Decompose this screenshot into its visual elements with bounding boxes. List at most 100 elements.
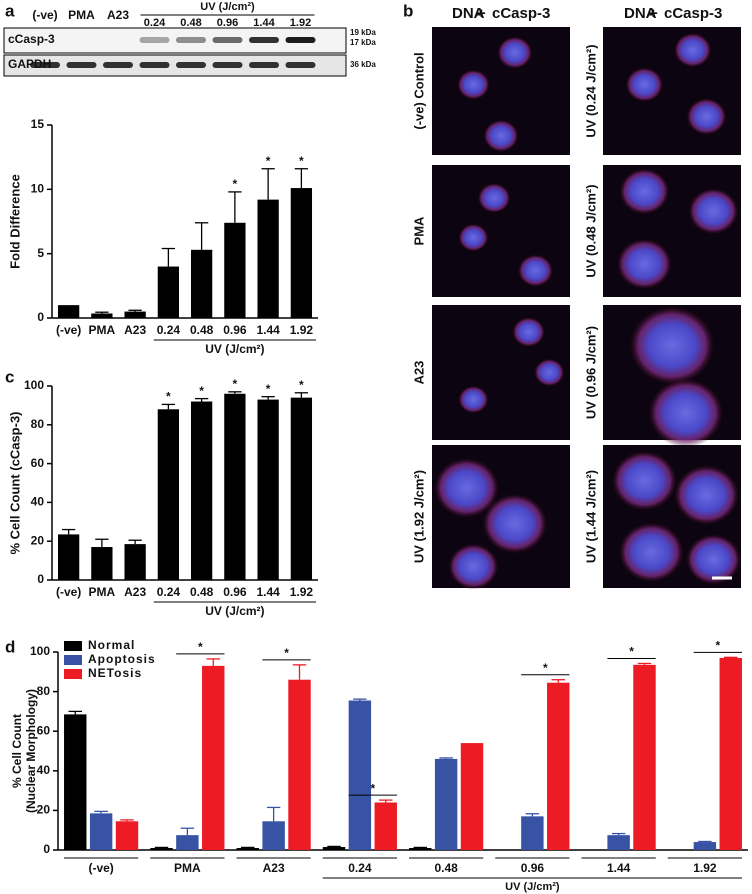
x-tick-label: 0.96 [223,323,247,337]
bar [460,743,484,850]
lane-label: 1.92 [290,17,311,29]
legend-swatch [64,655,82,665]
x-tick-label: 0.24 [157,323,181,337]
bar [157,266,180,318]
cell [685,534,741,585]
image-header: + [649,5,658,22]
x-tick-label: 1.92 [693,861,717,875]
panel-letter: b [403,1,413,20]
y-tick-label: 100 [30,644,50,658]
x-tick-label: A23 [124,585,146,599]
y-tick-label: 40 [31,495,45,509]
bar [57,534,80,580]
x-tick-label: PMA [174,861,201,875]
bar [374,802,397,850]
significance: * [233,177,238,191]
significance: * [266,154,271,168]
group-label: UV (J/cm²) [505,881,560,893]
cell [458,223,489,252]
cell [673,32,712,68]
y-tick-label: 20 [31,533,45,547]
x-tick-label: 0.24 [157,585,181,599]
image-header: DNA [452,5,485,22]
significance: * [233,377,238,391]
bar [124,544,146,580]
lane-label: 0.96 [217,17,238,29]
blot-band [249,37,279,43]
bar [236,848,259,850]
blot-band [176,37,206,43]
significance: * [198,640,203,654]
bar [115,821,139,850]
cell [616,238,672,290]
bar [693,842,717,850]
y-tick-label: 0 [37,310,44,324]
bar [150,848,173,850]
band-size: 36 kDa [350,60,376,69]
lane-label: A23 [107,8,129,22]
x-tick-label: 1.44 [607,861,631,875]
bar [719,657,742,850]
bar [322,847,346,850]
cell [482,493,548,554]
x-tick-label: A23 [263,861,285,875]
cell [618,522,684,583]
blot-row [3,54,347,77]
cell [686,98,727,135]
cell [688,188,739,235]
significance: * [166,390,171,404]
image-label: UV (0.48 J/cm²) [583,184,598,277]
image-label: UV (0.96 J/cm²) [583,326,598,419]
bar [257,399,279,580]
cell [497,36,533,69]
western-blot [3,27,347,77]
image-header: cCasp-3 [492,5,550,22]
blot-band [212,37,243,43]
bar [290,397,313,580]
image-label: (-ve) Control [411,52,426,129]
blot-band [285,62,316,68]
bar [434,758,458,850]
significance: * [370,781,375,795]
bar [224,222,246,318]
cell [434,458,499,518]
bar [57,305,80,318]
blot-band [139,62,170,68]
bar [547,682,570,850]
y-tick-label: 20 [37,803,51,817]
significance: * [199,384,204,398]
panel-letter: a [5,1,15,20]
legend-swatch [64,669,82,679]
y-tick-label: 80 [37,684,51,698]
lane-label: (-ve) [32,8,57,22]
bar [633,664,656,850]
cell [483,119,519,152]
bar [124,311,146,318]
image-label: PMA [411,216,426,246]
x-tick-label: 0.48 [190,585,214,599]
significance: * [715,639,720,653]
bar [262,821,285,850]
bar [91,547,113,580]
image-label: UV (1.92 J/cm²) [411,470,426,563]
lane-group-label: UV (J/cm²) [200,1,255,13]
y-tick-label: 0 [43,842,50,856]
bar [521,816,544,850]
y-tick-label: 60 [37,723,51,737]
lane-label: 0.48 [180,17,201,29]
x-tick-label: 1.92 [290,323,314,337]
y-tick-label: 10 [31,182,45,196]
cell [619,168,670,215]
bar [176,835,199,850]
bar [190,249,213,318]
bar [257,199,279,318]
blot-band [103,62,133,68]
x-tick-label: 1.44 [256,323,280,337]
blot-band [139,37,170,43]
lane-label: 1.44 [253,17,275,29]
bar [607,835,630,850]
significance: * [284,646,289,660]
image-header: + [477,5,486,22]
x-tick-label: 1.92 [290,585,314,599]
bar [91,313,113,318]
